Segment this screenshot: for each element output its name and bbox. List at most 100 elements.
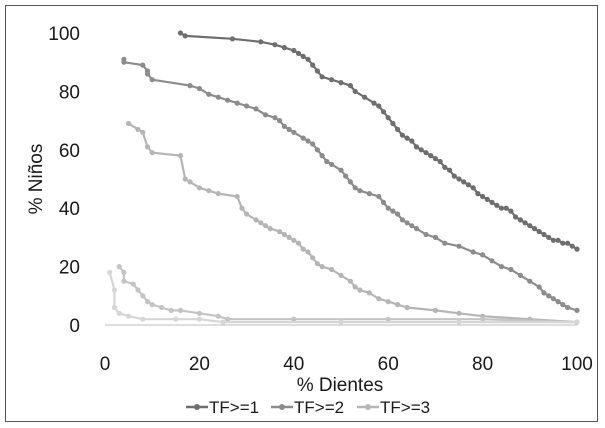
data-point: [305, 138, 311, 144]
data-point: [376, 193, 382, 200]
data-point: [536, 229, 542, 235]
data-point: [437, 158, 443, 165]
data-point: [234, 100, 240, 106]
data-point: [574, 319, 580, 325]
series-2: [121, 56, 580, 313]
data-point: [314, 68, 320, 74]
y-tick-labels: 0 20 40 60 80 100: [48, 24, 80, 337]
data-point: [140, 293, 146, 299]
data-point: [277, 229, 283, 235]
data-point: [503, 205, 509, 211]
data-point: [395, 126, 401, 132]
y-tick-label: 60: [59, 141, 80, 162]
data-point: [489, 258, 495, 264]
data-point: [244, 103, 250, 109]
y-tick-label: 100: [48, 24, 80, 45]
data-point: [517, 217, 524, 223]
data-point: [126, 120, 132, 127]
data-point: [281, 231, 287, 238]
data-point: [121, 59, 127, 65]
data-point: [343, 173, 349, 179]
data-point: [253, 217, 259, 223]
data-point: [555, 237, 561, 243]
data-point: [234, 193, 240, 200]
legend-item: TF>=3: [357, 398, 430, 417]
data-point: [357, 188, 363, 194]
legend-item: TF>=2: [271, 398, 344, 417]
data-point: [395, 211, 401, 217]
data-point: [196, 310, 202, 316]
x-tick-labels: 0 20 40 60 80 100: [100, 354, 593, 375]
data-point: [546, 293, 552, 299]
data-point: [314, 147, 320, 153]
data-point: [329, 266, 335, 273]
data-point: [380, 109, 387, 115]
data-point: [522, 220, 528, 226]
data-point: [385, 299, 391, 305]
legend-label: TF>=2: [294, 398, 344, 417]
data-point: [229, 36, 235, 42]
y-axis-title: % Niños: [26, 144, 47, 215]
data-point: [239, 205, 245, 211]
data-point: [149, 302, 155, 308]
legend-marker: [194, 404, 200, 410]
data-point: [541, 290, 547, 296]
data-point: [357, 287, 363, 293]
data-point: [111, 287, 117, 293]
data-point: [498, 264, 505, 270]
data-point: [352, 284, 358, 290]
data-point: [550, 237, 557, 243]
data-point: [182, 33, 188, 39]
data-point: [177, 307, 184, 313]
data-point: [480, 252, 486, 258]
data-point: [423, 231, 429, 238]
data-point: [385, 205, 391, 211]
data-point: [300, 53, 306, 60]
data-point: [329, 77, 335, 83]
data-point: [126, 313, 132, 319]
data-point: [144, 144, 151, 150]
data-point: [159, 304, 165, 311]
data-point: [215, 313, 221, 319]
x-tick-label: 60: [378, 354, 399, 375]
data-point: [196, 85, 202, 92]
x-tick-label: 40: [283, 354, 304, 375]
data-point: [196, 316, 202, 322]
data-point: [305, 249, 311, 255]
data-point: [517, 272, 524, 278]
data-point: [149, 77, 155, 83]
data-point: [116, 264, 122, 270]
legend-marker: [279, 404, 285, 410]
data-point: [347, 83, 353, 89]
data-point: [177, 30, 184, 36]
data-point: [555, 299, 561, 305]
data-point: [338, 167, 344, 173]
data-point: [465, 182, 471, 188]
series-5: [107, 269, 580, 325]
data-point: [362, 94, 368, 100]
data-point: [300, 246, 306, 252]
data-point: [494, 202, 500, 208]
series-line: [128, 122, 578, 324]
data-point: [404, 135, 410, 141]
data-point: [574, 307, 580, 313]
series-1: [177, 30, 580, 252]
data-point: [470, 185, 476, 191]
data-point: [428, 153, 434, 159]
data-point: [527, 278, 533, 284]
data-point: [291, 129, 297, 135]
data-point: [267, 226, 273, 232]
data-point: [258, 220, 264, 226]
data-point: [291, 237, 297, 243]
data-point: [480, 193, 486, 200]
data-point: [144, 299, 151, 305]
data-point: [390, 208, 396, 214]
data-point: [409, 223, 415, 229]
legend: TF>=1 TF>=2 TF>=3: [186, 398, 430, 417]
data-point: [225, 316, 231, 322]
data-point: [319, 74, 325, 80]
data-point: [140, 62, 146, 68]
data-point: [262, 223, 269, 229]
chart-frame: [5, 5, 598, 422]
data-point: [451, 173, 457, 179]
